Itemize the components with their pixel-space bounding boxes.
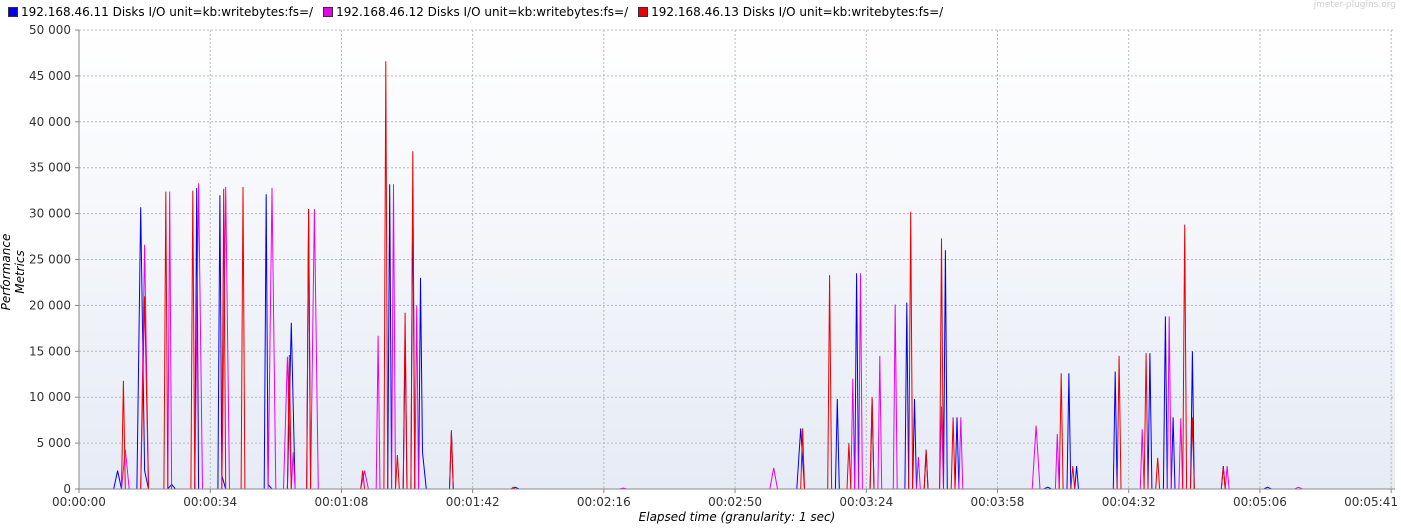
legend-item-series-1: 192.168.46.11 Disks I/O unit=kb:writebyt… — [8, 5, 313, 19]
y-tick-label: 5 000 — [37, 436, 71, 450]
legend-item-series-2: 192.168.46.12 Disks I/O unit=kb:writebyt… — [323, 5, 628, 19]
y-tick-label: 40 000 — [29, 115, 71, 129]
y-tick-label: 45 000 — [29, 69, 71, 83]
x-tick-label: 00:03:24 — [839, 495, 893, 509]
x-tick-label: 00:02:50 — [708, 495, 762, 509]
legend-label-series-2: 192.168.46.12 Disks I/O unit=kb:writebyt… — [336, 5, 629, 19]
watermark: jmeter-plugins.org — [1313, 0, 1396, 10]
y-tick-label: 50 000 — [29, 23, 71, 37]
x-axis-ticks: 00:00:00 00:00:34 00:01:08 00:01:42 00:02:16… — [52, 489, 1398, 509]
legend-label-series-3: 192.168.46.13 Disks I/O unit=kb:writebyt… — [651, 5, 944, 19]
legend-swatch-series-3 — [638, 7, 649, 17]
y-tick-label: 20 000 — [29, 298, 71, 312]
y-tick-label: 0 — [63, 482, 71, 496]
y-tick-label: 25 000 — [29, 253, 71, 267]
x-tick-label: 00:05:41 — [1344, 495, 1398, 509]
legend-swatch-series-1 — [8, 7, 18, 17]
gridlines — [79, 29, 1395, 489]
y-axis-label: Performance Metrics — [0, 233, 27, 311]
x-tick-label: 00:00:00 — [52, 495, 106, 509]
x-tick-label: 00:02:16 — [577, 495, 631, 509]
series-line-3 — [79, 61, 1395, 490]
legend: 192.168.46.11 Disks I/O unit=kb:writebyt… — [8, 5, 943, 19]
y-tick-label: 30 000 — [29, 207, 71, 221]
y-axis-ticks: 0 5 000 10 000 15 000 20 000 25 000 30 000 35 0… — [29, 23, 79, 496]
x-tick-label: 00:04:32 — [1102, 495, 1156, 509]
legend-swatch-series-2 — [323, 7, 334, 17]
y-tick-label: 15 000 — [29, 344, 71, 358]
y-tick-label: 35 000 — [29, 161, 71, 175]
y-tick-label: 10 000 — [29, 390, 71, 404]
x-tick-label: 00:01:42 — [446, 495, 500, 509]
x-axis-label: Elapsed time (granularity: 1 sec) — [638, 510, 836, 524]
x-tick-label: 00:05:06 — [1233, 495, 1287, 509]
x-tick-label: 00:01:08 — [314, 495, 368, 509]
legend-label-series-1: 192.168.46.11 Disks I/O unit=kb:writebyt… — [21, 5, 314, 19]
legend-item-series-3: 192.168.46.13 Disks I/O unit=kb:writebyt… — [638, 5, 943, 19]
x-tick-label: 00:03:58 — [971, 495, 1025, 509]
x-tick-label: 00:00:34 — [183, 495, 237, 509]
